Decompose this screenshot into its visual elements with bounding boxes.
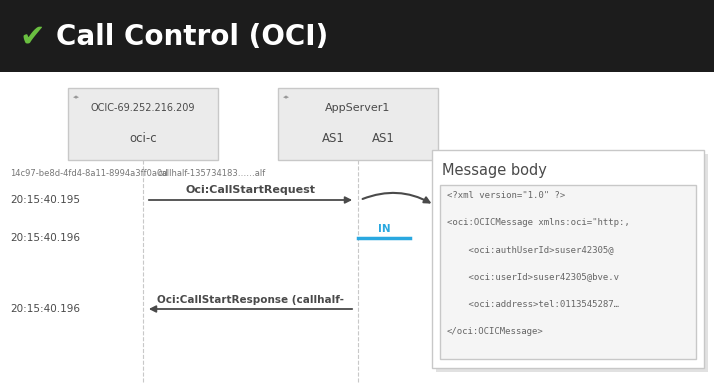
Text: IN: IN [378,224,391,234]
Text: <oci:OCICMessage xmlns:oci="http:,: <oci:OCICMessage xmlns:oci="http:, [447,218,630,227]
Text: ◂▸: ◂▸ [283,94,290,100]
Text: </oci:OCICMessage>: </oci:OCICMessage> [447,327,544,336]
Text: Message body: Message body [442,162,547,177]
Text: 14c97-be8d-4fd4-8a11-8994a3ff0a0d: 14c97-be8d-4fd4-8a11-8994a3ff0a0d [10,169,168,177]
FancyBboxPatch shape [0,0,714,72]
Text: <oci:authUserId>suser42305@: <oci:authUserId>suser42305@ [447,245,613,254]
FancyBboxPatch shape [278,88,438,160]
Text: ◂▸: ◂▸ [73,94,80,100]
Text: 20:15:40.196: 20:15:40.196 [10,304,80,314]
FancyBboxPatch shape [440,185,696,359]
Text: oci-c: oci-c [129,131,157,144]
Text: 20:15:40.195: 20:15:40.195 [10,195,80,205]
Text: <oci:address>tel:0113545287…: <oci:address>tel:0113545287… [447,300,619,309]
Text: 20:15:40.196: 20:15:40.196 [10,233,80,243]
Text: OCIC-69.252.216.209: OCIC-69.252.216.209 [91,103,195,113]
FancyBboxPatch shape [436,154,708,372]
Text: <oci:userId>suser42305@bve.v: <oci:userId>suser42305@bve.v [447,273,619,281]
Text: callhalf-135734183……alf: callhalf-135734183……alf [157,169,265,177]
Text: Oci:CallStartResponse (callhalf-: Oci:CallStartResponse (callhalf- [157,295,344,305]
FancyBboxPatch shape [432,150,704,368]
FancyBboxPatch shape [0,72,714,384]
Text: Oci:CallStartRequest: Oci:CallStartRequest [186,185,316,195]
Text: <?xml version="1.0" ?>: <?xml version="1.0" ?> [447,190,565,200]
Text: ✔: ✔ [19,23,45,52]
FancyBboxPatch shape [68,88,218,160]
Text: Call Control (OCI): Call Control (OCI) [56,23,328,51]
Text: AppServer1: AppServer1 [326,103,391,113]
Text: AS1: AS1 [321,131,344,144]
Text: AS1: AS1 [371,131,394,144]
